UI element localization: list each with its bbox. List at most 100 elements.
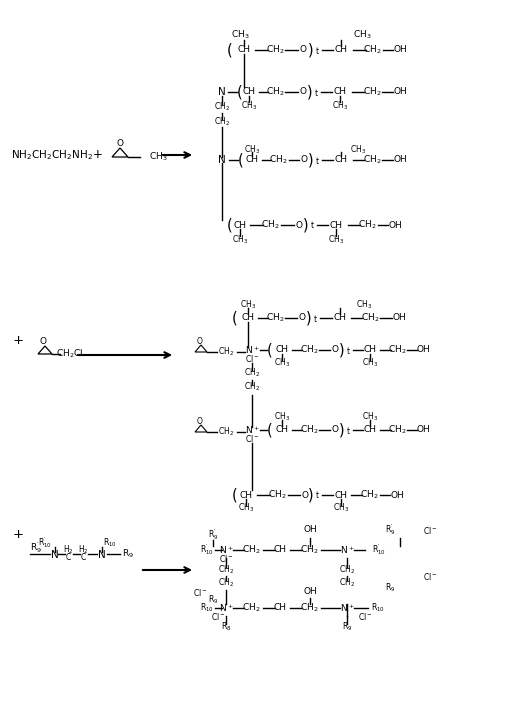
Text: O: O (301, 491, 309, 500)
Text: $\mathregular{CH_2}$: $\mathregular{CH_2}$ (300, 544, 318, 556)
Text: C: C (65, 553, 71, 563)
Text: $\mathregular{CH_2}$: $\mathregular{CH_2}$ (269, 154, 287, 166)
Text: $\mathregular{CH_2}$: $\mathregular{CH_2}$ (300, 344, 318, 356)
Text: $\mathregular{CH_2}$: $\mathregular{CH_2}$ (214, 116, 230, 128)
Text: OH: OH (393, 46, 407, 54)
Text: O: O (197, 337, 203, 346)
Text: $\mathregular{CH_2Cl}$: $\mathregular{CH_2Cl}$ (56, 348, 84, 360)
Text: CH: CH (274, 603, 286, 612)
Text: $\mathregular{CH_2}$: $\mathregular{CH_2}$ (242, 544, 260, 556)
Text: $\mathregular{H_2}$: $\mathregular{H_2}$ (78, 544, 88, 556)
Text: CH: CH (333, 88, 346, 96)
Text: ): ) (306, 310, 312, 326)
Text: O: O (331, 346, 338, 354)
Text: $\mathregular{CH_2}$: $\mathregular{CH_2}$ (388, 344, 407, 356)
Text: $\mathregular{CH_3}$: $\mathregular{CH_3}$ (333, 502, 349, 514)
Text: $\mathregular{Cl^-}$: $\mathregular{Cl^-}$ (211, 612, 225, 622)
Text: $\mathregular{R_{9}'}$: $\mathregular{R_{9}'}$ (30, 540, 42, 555)
Text: t: t (315, 88, 318, 98)
Text: t: t (316, 491, 319, 501)
Text: (: ( (227, 217, 233, 232)
Text: $\mathregular{R_{10}}$: $\mathregular{R_{10}}$ (200, 602, 214, 615)
Text: $\mathregular{CH_2}$: $\mathregular{CH_2}$ (300, 602, 318, 615)
Text: +: + (13, 528, 24, 541)
Text: $\mathregular{NH_2CH_2CH_2NH_2}$: $\mathregular{NH_2CH_2CH_2NH_2}$ (11, 148, 93, 162)
Text: CH: CH (245, 155, 259, 165)
Text: $\mathregular{Cl^-}$: $\mathregular{Cl^-}$ (358, 612, 372, 622)
Text: $\mathregular{CH_3}$: $\mathregular{CH_3}$ (244, 144, 260, 156)
Text: $\mathregular{Cl^-}$: $\mathregular{Cl^-}$ (423, 572, 437, 583)
Text: t: t (311, 222, 314, 230)
Text: ): ) (308, 488, 314, 503)
Text: O: O (117, 138, 124, 148)
Text: ): ) (339, 342, 345, 357)
Text: $\mathregular{N^+}$: $\mathregular{N^+}$ (219, 544, 233, 556)
Text: (: ( (232, 310, 238, 326)
Text: O: O (298, 314, 306, 322)
Text: $\mathregular{CH_2}$: $\mathregular{CH_2}$ (266, 312, 284, 324)
Text: (: ( (238, 153, 244, 168)
Text: $\mathregular{R_{10}}$: $\mathregular{R_{10}}$ (371, 602, 385, 615)
Text: N: N (51, 550, 59, 560)
Text: $\mathregular{CH_3}$: $\mathregular{CH_3}$ (352, 29, 371, 41)
Text: $\mathregular{CH_2}$: $\mathregular{CH_2}$ (360, 488, 378, 501)
Text: $\mathregular{CH_2}$: $\mathregular{CH_2}$ (214, 101, 230, 113)
Text: $\mathregular{R_{10}'}$: $\mathregular{R_{10}'}$ (372, 543, 386, 558)
Text: $\mathregular{CH_2}$: $\mathregular{CH_2}$ (388, 424, 407, 436)
Text: ): ) (308, 153, 314, 168)
Text: $\mathregular{R_9}$: $\mathregular{R_9}$ (385, 582, 395, 594)
Text: ): ) (339, 423, 345, 438)
Text: $\mathregular{R_{9}'}$: $\mathregular{R_{9}'}$ (385, 523, 395, 538)
Text: $\mathregular{R_{10}}$: $\mathregular{R_{10}}$ (103, 537, 117, 549)
Text: $\mathregular{CH_2}$: $\mathregular{CH_2}$ (218, 346, 234, 358)
Text: CH: CH (276, 426, 288, 434)
Text: $\mathregular{CH_3}$: $\mathregular{CH_3}$ (241, 100, 257, 112)
Text: $\mathregular{CH_2}$: $\mathregular{CH_2}$ (244, 381, 260, 394)
Text: $\mathregular{CH_3}$: $\mathregular{CH_3}$ (328, 234, 344, 246)
Text: $\mathregular{CH_3}$: $\mathregular{CH_3}$ (362, 411, 378, 424)
Text: $\mathregular{CH_2}$: $\mathregular{CH_2}$ (261, 219, 279, 231)
Text: $\mathregular{CH_2}$: $\mathregular{CH_2}$ (363, 154, 381, 166)
Text: $\mathregular{N^+}$: $\mathregular{N^+}$ (219, 602, 233, 614)
Text: CH: CH (239, 491, 252, 500)
Text: OH: OH (303, 588, 317, 597)
Text: $\mathregular{Cl^-}$: $\mathregular{Cl^-}$ (245, 434, 259, 444)
Text: $\mathregular{R_{10}'}$: $\mathregular{R_{10}'}$ (200, 543, 214, 558)
Text: $\mathregular{R_{10}'}$: $\mathregular{R_{10}'}$ (38, 535, 52, 550)
Text: $\mathregular{CH_3}$: $\mathregular{CH_3}$ (238, 502, 254, 514)
Text: CH: CH (334, 155, 347, 165)
Text: CH: CH (364, 426, 377, 434)
Text: CH: CH (329, 220, 342, 230)
Text: $\mathregular{CH_2}$: $\mathregular{CH_2}$ (339, 577, 355, 589)
Text: $\mathregular{Cl^-}$: $\mathregular{Cl^-}$ (423, 525, 437, 535)
Text: OH: OH (303, 525, 317, 535)
Text: CH: CH (241, 314, 255, 322)
Text: C: C (80, 553, 86, 563)
Text: $\mathregular{N^+}$: $\mathregular{N^+}$ (244, 344, 260, 356)
Text: CH: CH (333, 314, 346, 322)
Text: $\mathregular{H_2}$: $\mathregular{H_2}$ (63, 544, 73, 556)
Text: $\mathregular{R_9}$: $\mathregular{R_9}$ (208, 594, 218, 606)
Text: t: t (316, 46, 319, 56)
Text: (: ( (227, 43, 233, 58)
Text: $\mathregular{CH_3}$: $\mathregular{CH_3}$ (149, 150, 168, 163)
Text: OH: OH (392, 314, 406, 322)
Text: $\mathregular{Cl^-}$: $\mathregular{Cl^-}$ (219, 553, 233, 565)
Text: $\mathregular{Cl^-}$: $\mathregular{Cl^-}$ (193, 587, 207, 597)
Text: $\mathregular{CH_2}$: $\mathregular{CH_2}$ (244, 366, 260, 379)
Text: CH: CH (334, 491, 347, 500)
Text: $\mathregular{N^+}$: $\mathregular{N^+}$ (340, 602, 355, 614)
Text: t: t (314, 314, 317, 324)
Text: $\mathregular{CH_2}$: $\mathregular{CH_2}$ (218, 577, 234, 589)
Text: O: O (331, 426, 338, 434)
Text: O: O (39, 337, 46, 347)
Text: O: O (299, 88, 307, 96)
Text: $\mathregular{CH_3}$: $\mathregular{CH_3}$ (240, 299, 256, 312)
Text: t: t (346, 426, 349, 436)
Text: +: + (93, 148, 103, 162)
Text: $\mathregular{CH_2}$: $\mathregular{CH_2}$ (300, 424, 318, 436)
Text: ): ) (307, 85, 313, 100)
Text: $\mathregular{N^+}$: $\mathregular{N^+}$ (244, 424, 260, 436)
Text: $\mathregular{CH_2}$: $\mathregular{CH_2}$ (266, 43, 284, 56)
Text: (: ( (232, 488, 238, 503)
